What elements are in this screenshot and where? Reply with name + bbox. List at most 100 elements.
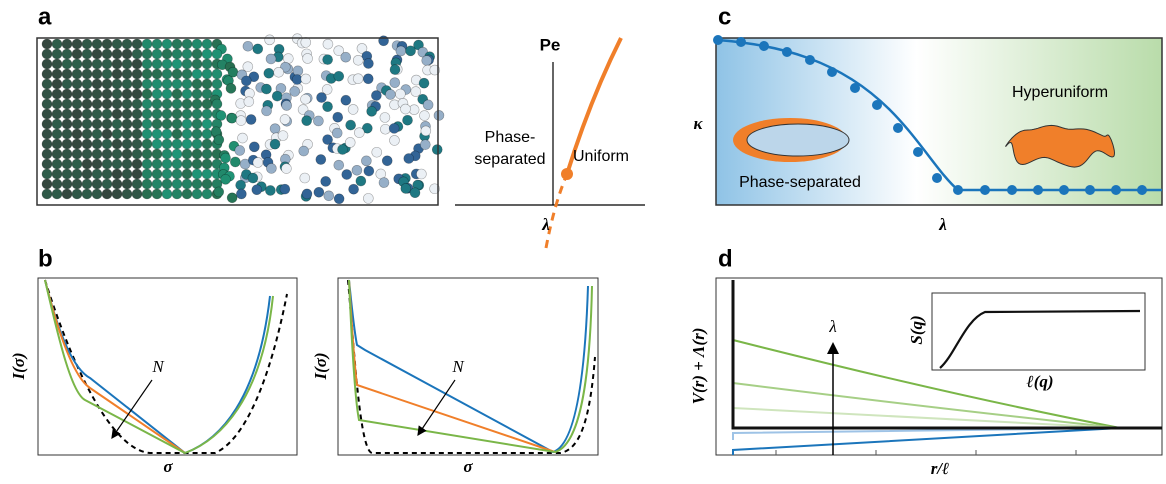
panel-label: a — [38, 3, 52, 30]
boundary-point — [980, 185, 990, 195]
particle — [101, 118, 113, 130]
boundary-point — [850, 83, 860, 93]
boundary-point — [759, 41, 769, 51]
boundary-point — [1085, 185, 1095, 195]
particle — [381, 155, 393, 167]
particle — [81, 168, 93, 180]
particle — [131, 78, 143, 90]
particle — [81, 58, 93, 70]
particle — [71, 168, 83, 180]
particle — [337, 144, 348, 155]
particle — [151, 68, 163, 80]
particle — [121, 48, 133, 60]
particle — [237, 132, 248, 144]
particle — [101, 78, 113, 90]
particle — [101, 158, 113, 170]
boundary-point — [893, 123, 903, 133]
particle — [111, 188, 123, 200]
particle — [161, 38, 173, 50]
curve — [348, 279, 589, 454]
particle — [101, 98, 113, 110]
boundary-point — [1007, 185, 1017, 195]
particle — [141, 38, 153, 50]
particle — [111, 68, 123, 80]
particle — [171, 48, 183, 60]
particle — [61, 88, 73, 100]
particle — [51, 138, 63, 150]
particle — [289, 86, 300, 97]
particle — [161, 188, 173, 200]
particle — [121, 158, 133, 170]
particle — [171, 158, 183, 170]
annotation: N — [451, 357, 465, 376]
particle — [131, 108, 143, 120]
particle — [61, 148, 73, 160]
particle — [71, 58, 83, 70]
particle — [91, 108, 103, 120]
particle — [191, 158, 203, 170]
particle — [263, 67, 275, 79]
boundary-point — [1111, 185, 1121, 195]
particle — [91, 118, 103, 130]
particle — [191, 148, 203, 160]
particle — [191, 168, 203, 180]
panel-label: b — [38, 245, 53, 272]
particle — [121, 188, 133, 200]
boundary-point — [713, 35, 723, 45]
particle — [41, 168, 53, 180]
particle — [265, 53, 277, 65]
particle — [171, 68, 183, 80]
particle — [91, 138, 103, 150]
x-label: λ — [541, 215, 550, 234]
particle — [363, 58, 374, 69]
particle — [151, 108, 163, 120]
particle — [91, 168, 103, 180]
particle — [389, 64, 401, 75]
particle — [333, 159, 345, 171]
particle — [261, 83, 272, 95]
particle — [151, 168, 163, 180]
curve — [732, 427, 1121, 455]
particle — [161, 138, 173, 150]
particle — [141, 188, 153, 200]
particle — [333, 70, 345, 82]
region-label: Phase- — [485, 129, 536, 146]
particle — [41, 98, 53, 110]
particle — [81, 98, 93, 110]
particle — [171, 98, 183, 110]
particle — [71, 138, 83, 150]
particle — [191, 38, 203, 50]
particle — [71, 48, 83, 60]
snapshot-frame — [36, 37, 439, 206]
particle — [333, 193, 345, 205]
particle — [422, 99, 434, 111]
particle — [81, 188, 93, 200]
particle — [141, 138, 153, 150]
particle — [141, 58, 153, 70]
particle — [101, 128, 113, 140]
particle — [230, 156, 241, 168]
particle — [81, 118, 93, 130]
particle — [81, 128, 93, 140]
particle — [265, 185, 276, 196]
boundary-point — [827, 67, 837, 77]
particle — [191, 188, 203, 200]
particle — [131, 148, 143, 160]
particle — [111, 128, 123, 140]
particle — [91, 178, 103, 190]
particle — [111, 58, 123, 70]
particle — [340, 51, 352, 63]
particle — [41, 88, 53, 100]
particle — [191, 178, 203, 190]
particle — [269, 138, 281, 150]
particle — [101, 138, 113, 150]
y-label: S(q) — [907, 315, 926, 344]
particle — [181, 138, 193, 150]
particle — [131, 188, 143, 200]
plot-frame — [715, 277, 1163, 456]
particle — [71, 128, 83, 140]
particle — [131, 88, 143, 100]
particle — [171, 168, 183, 180]
particle — [389, 77, 401, 88]
particle — [61, 38, 73, 50]
